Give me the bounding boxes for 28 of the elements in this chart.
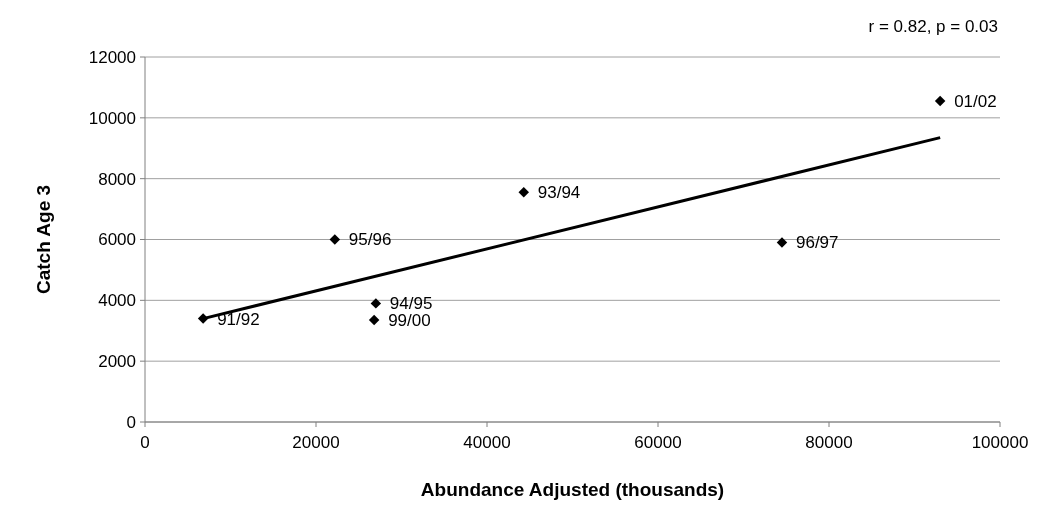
y-tick-label: 8000 <box>98 169 136 189</box>
y-tick-label: 12000 <box>88 47 136 67</box>
x-tick-label: 20000 <box>292 433 340 452</box>
text: r = 0.82, p = 0.03 <box>868 17 998 36</box>
x-tick-label: 80000 <box>805 433 853 452</box>
annotation: 94/95 <box>389 294 433 314</box>
annotation: 99/00 <box>388 311 431 331</box>
x-tick-label: 40000 <box>463 433 511 452</box>
y-axis-title: Catch Age 3 <box>33 184 54 295</box>
x-tick-label: 60000 <box>634 433 682 452</box>
point <box>368 314 380 326</box>
point <box>934 95 946 107</box>
point <box>370 298 382 309</box>
y-tick-label: 10000 <box>88 108 136 128</box>
y-tick-label: 2000 <box>98 352 136 372</box>
annotation: 96/97 <box>795 233 839 253</box>
point <box>329 234 341 245</box>
y-tick-label: 0 <box>126 412 136 432</box>
y-tick-label: 6000 <box>98 230 136 250</box>
annotation: 01/02 <box>954 92 997 112</box>
y-tick-label: 4000 <box>98 291 136 311</box>
annotation: 95/96 <box>348 230 392 250</box>
x-tick-label: 0 <box>140 433 150 452</box>
x-axis-title: Abundance Adjusted (thousands) <box>420 479 725 500</box>
point <box>776 237 788 248</box>
annotation: 93/94 <box>537 183 581 203</box>
point <box>518 187 530 198</box>
x-tick-label: 100000 <box>971 433 1029 452</box>
